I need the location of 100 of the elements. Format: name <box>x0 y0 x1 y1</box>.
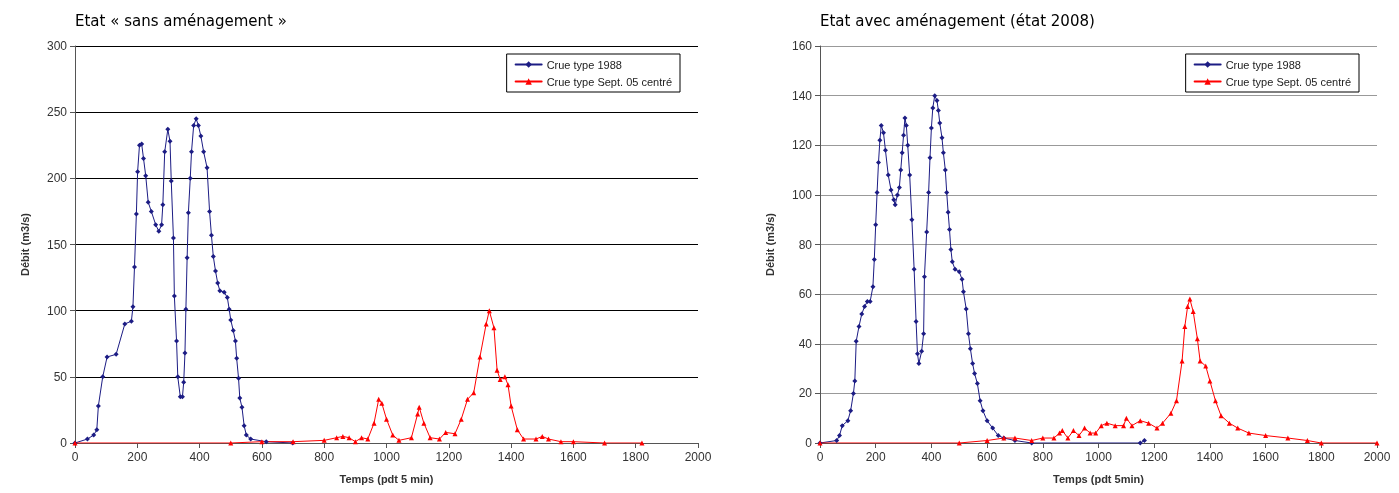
y-tick-label: 100 <box>46 303 68 318</box>
point <box>1190 308 1196 314</box>
point <box>1179 358 1185 364</box>
point <box>984 438 990 444</box>
point <box>365 436 371 442</box>
x-tick-label: 200 <box>865 450 887 464</box>
legend-label: Crue type Sept. 05 centré <box>546 75 673 88</box>
point <box>1218 413 1224 419</box>
point <box>533 436 539 442</box>
y-tick-label: 0 <box>805 436 813 450</box>
point <box>1173 398 1179 404</box>
y-tick-label: 40 <box>798 336 813 351</box>
point <box>464 396 470 402</box>
x-tick-label: 1400 <box>497 450 525 464</box>
legend-label: Crue type 1988 <box>546 58 622 71</box>
x-axis-title: Temps (pdt 5min) <box>1053 472 1145 485</box>
point <box>497 376 503 382</box>
y-tick-label: 160 <box>791 39 813 53</box>
point <box>491 325 497 331</box>
chart-title: Etat « sans aménagement » <box>75 12 287 30</box>
point <box>1121 423 1127 429</box>
point <box>436 436 442 442</box>
point <box>421 420 427 426</box>
point <box>1040 435 1046 441</box>
point <box>396 437 402 443</box>
y-tick-label: 300 <box>46 39 68 53</box>
y-axis-title: Débit (m3/s) <box>763 212 776 276</box>
x-tick-label: 2000 <box>684 450 712 464</box>
point <box>259 439 265 445</box>
x-tick-label: 1600 <box>560 450 588 464</box>
y-tick-label: 150 <box>46 237 68 252</box>
point <box>1246 430 1252 436</box>
point <box>390 432 396 438</box>
point <box>1082 425 1088 431</box>
x-tick-label: 1800 <box>622 450 650 464</box>
point <box>558 439 564 445</box>
point <box>359 435 365 441</box>
point <box>1146 420 1152 426</box>
y-tick-label: 140 <box>791 88 813 103</box>
point <box>1263 433 1269 439</box>
y-tick-label: 0 <box>60 436 68 450</box>
point <box>427 435 433 441</box>
point <box>340 433 346 439</box>
x-tick-label: 400 <box>189 450 210 464</box>
point <box>956 440 962 446</box>
x-tick-label: 2000 <box>1363 450 1391 464</box>
x-tick-label: 0 <box>71 450 79 464</box>
point <box>1123 415 1129 421</box>
point <box>443 429 449 435</box>
point <box>1212 398 1218 404</box>
point <box>1235 425 1241 431</box>
point <box>321 437 327 443</box>
point <box>379 400 385 406</box>
x-axis-title: Temps (pdt 5 min) <box>339 472 434 485</box>
point <box>1154 425 1160 431</box>
point <box>416 404 422 410</box>
point <box>1203 363 1209 369</box>
legend-label: Crue type 1988 <box>1225 58 1301 71</box>
point <box>1087 430 1093 436</box>
point <box>1051 435 1057 441</box>
y-tick-label: 100 <box>791 187 813 202</box>
x-tick-label: 1200 <box>435 450 463 464</box>
x-tick-label: 0 <box>816 450 824 464</box>
y-tick-label: 60 <box>798 287 813 302</box>
legend-label: Crue type Sept. 05 centré <box>1225 75 1352 88</box>
y-tick-label: 50 <box>53 369 68 384</box>
point <box>1129 423 1135 429</box>
x-tick-label: 400 <box>921 450 942 464</box>
point <box>346 435 352 441</box>
x-tick-label: 1800 <box>1307 450 1335 464</box>
point <box>539 433 545 439</box>
point <box>376 396 382 402</box>
point <box>1185 304 1191 310</box>
y-tick-label: 80 <box>798 237 813 252</box>
point <box>1160 420 1166 426</box>
x-tick-label: 1400 <box>1196 450 1224 464</box>
point <box>639 440 645 446</box>
chart-title: Etat avec aménagement (état 2008) <box>820 12 1095 30</box>
x-tick-label: 1200 <box>1140 450 1168 464</box>
point <box>1304 438 1310 444</box>
point <box>228 440 234 446</box>
point <box>545 436 551 442</box>
x-tick-label: 600 <box>251 450 273 464</box>
y-tick-label: 120 <box>791 138 813 153</box>
point <box>1226 420 1232 426</box>
point <box>505 382 511 388</box>
y-axis-title: Débit (m3/s) <box>18 212 31 276</box>
y-tick-label: 250 <box>46 105 68 120</box>
point <box>602 440 608 446</box>
point <box>1065 435 1071 441</box>
point <box>1182 323 1188 329</box>
x-tick-label: 800 <box>1032 450 1054 464</box>
point <box>371 420 377 426</box>
x-tick-label: 600 <box>977 450 998 464</box>
point <box>1076 433 1082 439</box>
point <box>384 416 389 422</box>
x-tick-label: 200 <box>127 450 148 464</box>
point <box>1197 358 1203 364</box>
x-tick-label: 1600 <box>1252 450 1280 464</box>
y-tick-label: 20 <box>798 386 813 401</box>
